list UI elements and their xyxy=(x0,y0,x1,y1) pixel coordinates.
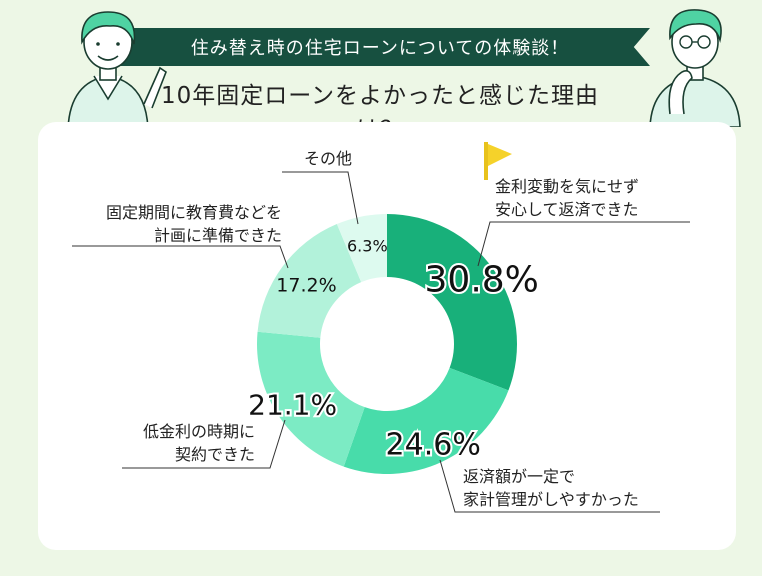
leader-line-1 xyxy=(477,221,690,267)
chart-card xyxy=(38,122,736,550)
man-illustration xyxy=(649,9,741,127)
slice-value-label-5: 6.3% xyxy=(347,237,388,256)
banner-title: 住み替え時の住宅ローンについての体験談！ xyxy=(190,38,570,59)
category-label-1-line-2: 安心して返済できた xyxy=(495,200,639,219)
donut-slice-4 xyxy=(257,224,362,338)
category-label-4-line-2: 計画に準備できた xyxy=(154,226,282,245)
leader-line-2 xyxy=(439,459,660,513)
donut-slice-3 xyxy=(257,331,365,467)
woman-illustration xyxy=(67,11,167,129)
category-label-2-line-1: 返済額が一定で xyxy=(463,467,575,486)
slice-value-label-3: 21.1% xyxy=(248,388,337,421)
leader-line-3 xyxy=(122,419,286,469)
leader-line-4 xyxy=(72,245,289,269)
slice-value-label-4: 17.2% xyxy=(276,275,336,297)
donut-slice-5 xyxy=(336,214,387,283)
category-label-1-line-1: 金利変動を気にせず xyxy=(495,177,639,196)
category-label-5-line-1: その他 xyxy=(304,149,352,168)
leader-line-5 xyxy=(282,171,359,225)
flag-icon xyxy=(484,142,512,180)
title-banner: 住み替え時の住宅ローンについての体験談！ xyxy=(110,28,650,66)
category-label-3-line-1: 低金利の時期に xyxy=(143,422,255,441)
category-label-3-line-2: 契約できた xyxy=(175,445,255,464)
category-label-4-line-1: 固定期間に教育費などを xyxy=(106,203,282,222)
donut-slice-2 xyxy=(343,367,509,474)
category-label-2-line-2: 家計管理がしやすかった xyxy=(463,490,639,509)
slice-value-label-1: 30.8% xyxy=(425,260,539,301)
slice-value-label-2: 24.6% xyxy=(386,428,481,463)
donut-slice-1 xyxy=(387,214,517,391)
